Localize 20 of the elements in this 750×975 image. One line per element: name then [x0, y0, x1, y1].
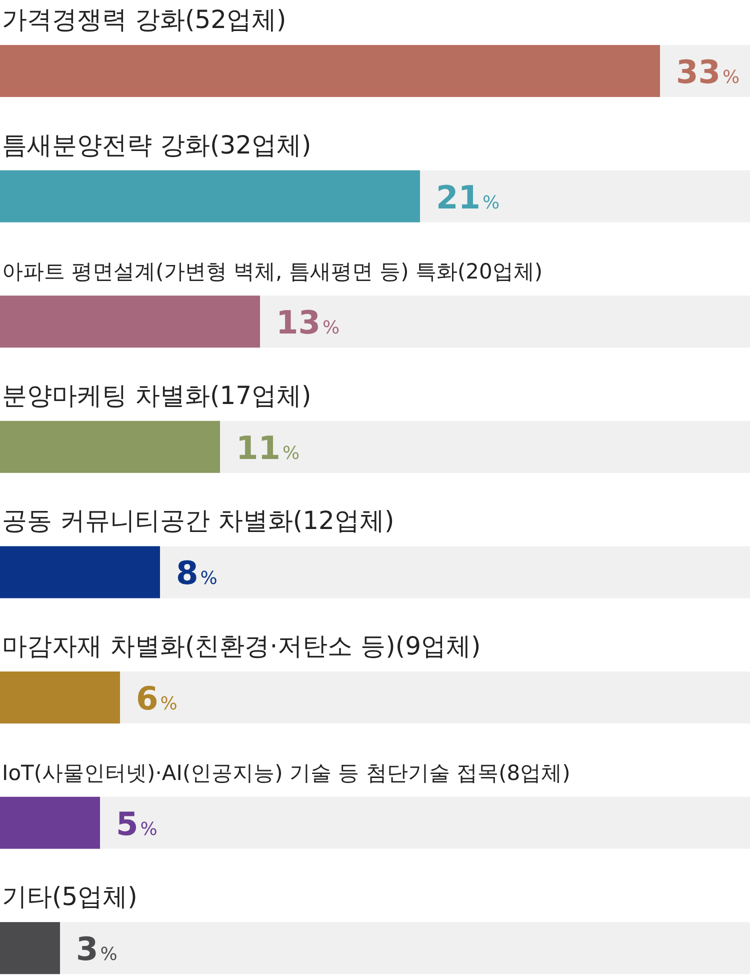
y-tick-label: 기타(5업체): [2, 882, 138, 912]
y-tick-label: 틈새분양전략 강화(32업체): [2, 130, 312, 160]
data-label: 5%: [116, 804, 158, 843]
bar: [0, 922, 60, 974]
data-label: 8%: [176, 554, 218, 592]
y-tick-label: 분양마케팅 차별화(17업체): [2, 380, 312, 410]
data-label: 3%: [76, 930, 118, 968]
bar: [0, 672, 120, 724]
data-label: 13%: [276, 304, 340, 342]
y-tick-label: 가격경쟁력 강화(52업체): [2, 5, 286, 34]
data-label: 11%: [236, 428, 300, 467]
data-label: 21%: [436, 178, 500, 216]
data-label: 6%: [136, 680, 178, 718]
y-tick-label: 공동 커뮤니티공간 차별화(12업체): [2, 506, 394, 536]
y-tick-label: 아파트 평면설계(가변형 벽체, 틈새평면 등) 특화(20업체): [2, 260, 543, 284]
bar: [0, 546, 160, 598]
y-tick-label: 마감자재 차별화(친환경·저탄소 등)(9업체): [2, 632, 481, 660]
y-tick-label: IoT(사물인터넷)·AI(인공지능) 기술 등 첨단기술 접목(8업체): [2, 760, 570, 785]
data-label: 33%: [676, 53, 740, 91]
bar: [0, 796, 100, 849]
